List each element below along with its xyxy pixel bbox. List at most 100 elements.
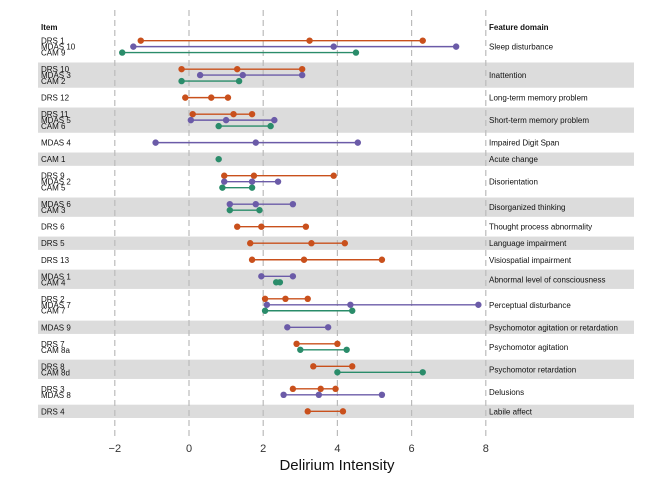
- data-point: [349, 307, 356, 314]
- data-point: [178, 65, 185, 73]
- data-point: [308, 240, 315, 247]
- item-label: CAM 2: [41, 77, 66, 86]
- data-point: [119, 49, 126, 56]
- data-point: [248, 256, 256, 263]
- data-point: [378, 256, 386, 263]
- data-point: [152, 139, 159, 146]
- domain-label: Disorganized thinking: [489, 203, 566, 212]
- data-point: [289, 385, 297, 393]
- data-point: [304, 408, 311, 415]
- data-point: [196, 71, 204, 79]
- data-point: [300, 256, 308, 263]
- data-point: [137, 37, 144, 44]
- data-point: [239, 71, 246, 79]
- data-point: [263, 301, 271, 308]
- item-label: DRS 11: [41, 110, 69, 119]
- data-point: [258, 223, 265, 230]
- domain-label: Language impairment: [489, 239, 567, 248]
- item-label: MDAS 5: [41, 116, 71, 125]
- domain-band: [38, 152, 634, 166]
- data-point: [280, 391, 287, 399]
- data-point: [256, 206, 263, 214]
- item-label: DRS 12: [41, 94, 70, 103]
- data-point: [271, 116, 278, 124]
- data-point: [252, 200, 259, 208]
- item-column-header: Item: [41, 23, 57, 32]
- domain-label: Abnormal level of consciousness: [489, 275, 606, 284]
- data-point: [284, 324, 291, 331]
- data-point: [302, 223, 310, 230]
- item-label: DRS 10: [41, 65, 70, 74]
- data-point: [334, 369, 341, 376]
- data-point: [289, 273, 297, 280]
- data-point: [234, 223, 241, 230]
- domain-label: Thought process abnormality: [489, 223, 592, 232]
- data-point: [334, 340, 341, 348]
- data-point: [267, 122, 274, 130]
- item-label: CAM 3: [41, 206, 66, 215]
- data-point: [298, 71, 306, 79]
- item-label: MDAS 2: [41, 178, 71, 187]
- item-label: DRS 9: [41, 172, 65, 181]
- item-label: MDAS 10: [41, 43, 76, 52]
- x-tick-label: 4: [334, 443, 340, 455]
- data-point: [247, 240, 254, 247]
- item-label: DRS 13: [41, 256, 70, 265]
- data-point: [224, 94, 232, 101]
- domain-label: Disorientation: [489, 178, 538, 187]
- x-tick-label: 6: [409, 443, 415, 455]
- data-point: [293, 340, 300, 348]
- item-label: DRS 5: [41, 239, 65, 248]
- domain-label: Visiospatial impairment: [489, 256, 572, 265]
- data-point: [324, 324, 332, 331]
- item-label: MDAS 9: [41, 323, 71, 332]
- data-point: [221, 178, 228, 185]
- item-label: CAM 4: [41, 278, 66, 287]
- domain-band: [38, 269, 634, 289]
- item-label: MDAS 6: [41, 200, 71, 209]
- data-point: [226, 206, 234, 214]
- domain-label: Short-term memory problem: [489, 116, 589, 125]
- data-point: [261, 307, 269, 314]
- domain-label: Psychomotor agitation: [489, 343, 568, 352]
- data-point: [349, 363, 356, 370]
- x-axis-label: Delirium Intensity: [279, 457, 395, 474]
- data-point: [419, 37, 426, 44]
- data-point: [248, 178, 256, 185]
- data-point: [330, 43, 337, 50]
- x-tick-label: 8: [483, 443, 489, 455]
- data-point: [315, 391, 323, 399]
- data-point: [475, 301, 482, 308]
- item-label: DRS 1: [41, 37, 65, 46]
- data-point: [304, 295, 311, 303]
- x-tick-label: −2: [109, 443, 122, 455]
- data-point: [276, 279, 284, 286]
- domain-label: Impaired Digit Span: [489, 139, 559, 148]
- data-point: [215, 122, 222, 130]
- domain-label: Acute change: [489, 155, 538, 164]
- data-point: [261, 295, 269, 303]
- data-point: [215, 155, 222, 163]
- x-tick-label: 0: [186, 443, 192, 455]
- domain-label: Long-term memory problem: [489, 94, 588, 103]
- data-point: [189, 110, 196, 118]
- data-point: [352, 49, 360, 56]
- x-ticks: −2 0 2 4 6 8: [109, 443, 489, 455]
- data-point: [219, 184, 226, 191]
- data-point: [226, 200, 234, 208]
- item-label: CAM 7: [41, 307, 66, 316]
- item-label: MDAS 4: [41, 139, 71, 148]
- domain-label: Sleep disturbance: [489, 43, 554, 52]
- data-point: [274, 178, 282, 185]
- data-point: [230, 110, 237, 118]
- data-point: [306, 37, 313, 44]
- data-point: [310, 363, 317, 370]
- item-label: DRS 4: [41, 407, 65, 416]
- data-point: [208, 94, 215, 101]
- grid-lines: [114, 10, 487, 436]
- domain-band: [38, 107, 634, 133]
- domain-band: [38, 359, 634, 379]
- data-point: [330, 172, 337, 179]
